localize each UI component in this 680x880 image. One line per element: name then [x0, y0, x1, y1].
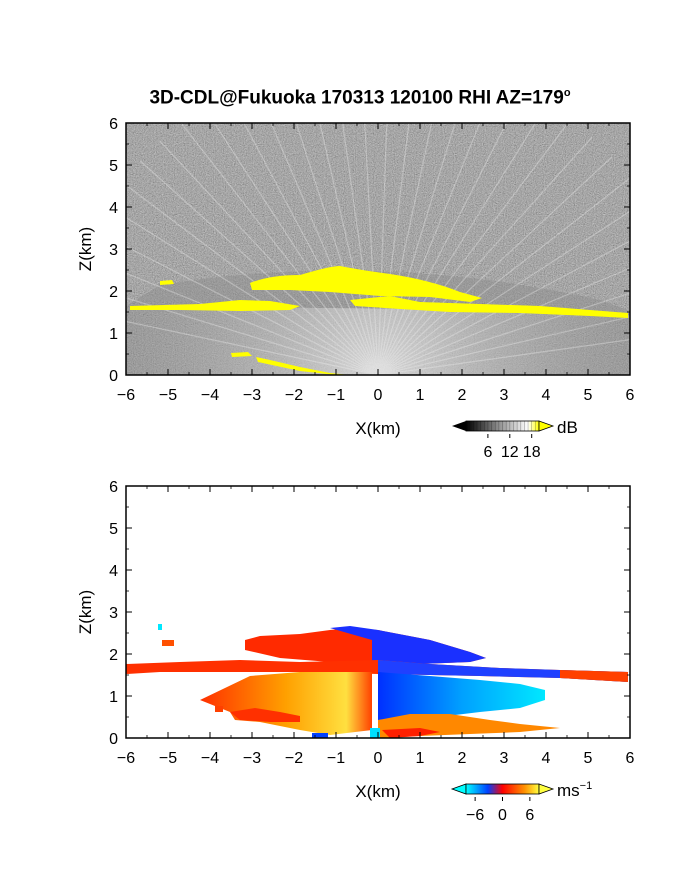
backscatter-x-tick-label: −3 — [243, 387, 261, 404]
doppler-x-tick-label: 0 — [374, 750, 383, 767]
backscatter-y-tick-label: 6 — [109, 116, 118, 133]
doppler-colorbar-tick-label: 6 — [525, 807, 534, 824]
doppler-y-tick-label: 5 — [109, 521, 118, 538]
backscatter-x-tick-label: 2 — [458, 387, 467, 404]
doppler-y-tick-label: 1 — [109, 689, 118, 706]
backscatter-colorbar-tick-label: 12 — [501, 444, 519, 461]
backscatter-colorbar-unit: dB — [557, 418, 578, 437]
doppler-y-tick-label: 3 — [109, 605, 118, 622]
backscatter-y-tick-label: 3 — [109, 242, 118, 259]
backscatter-image — [126, 123, 630, 375]
doppler-x-tick-label: 4 — [542, 750, 551, 767]
doppler-x-tick-label: 2 — [458, 750, 467, 767]
backscatter-x-tick-label: 1 — [416, 387, 425, 404]
doppler-x-label: X(km) — [355, 782, 400, 801]
backscatter-y-tick-label: 5 — [109, 158, 118, 175]
doppler-x-tick-label: −1 — [327, 750, 345, 767]
backscatter-x-tick-label: −1 — [327, 387, 345, 404]
doppler-colorbar-unit: ms−1 — [557, 780, 592, 800]
backscatter-y-label: Z(km) — [76, 227, 95, 271]
doppler-colorbar-tick-label: −6 — [466, 807, 484, 824]
backscatter-x-tick-label: 3 — [500, 387, 509, 404]
doppler-colorbar: ms−1 −6 0 6 — [450, 780, 592, 824]
doppler-y-label: Z(km) — [76, 590, 95, 634]
doppler-image — [126, 486, 630, 738]
doppler-x-tick-label: 1 — [416, 750, 425, 767]
doppler-x-tick-label: −6 — [117, 750, 135, 767]
backscatter-y-tick-label: 1 — [109, 326, 118, 343]
backscatter-x-tick-label: 0 — [374, 387, 383, 404]
backscatter-y-tick-label: 4 — [109, 200, 118, 217]
backscatter-y-axis: 0 1 2 3 4 5 6 — [109, 116, 630, 385]
doppler-x-tick-label: −5 — [159, 750, 177, 767]
backscatter-x-tick-label: 6 — [626, 387, 635, 404]
doppler-x-tick-label: −4 — [201, 750, 219, 767]
doppler-colorbar-tick-label: 0 — [498, 807, 507, 824]
backscatter-x-tick-label: −5 — [159, 387, 177, 404]
doppler-x-axis: −6 −5 −4 −3 −2 −1 0 1 2 3 4 5 6 — [117, 486, 635, 767]
backscatter-y-tick-label: 2 — [109, 284, 118, 301]
backscatter-x-axis: −6 −5 −4 −3 −2 −1 0 1 2 3 4 5 6 — [117, 123, 635, 404]
backscatter-x-tick-label: −4 — [201, 387, 219, 404]
backscatter-colorbar: dB 6 12 18 — [452, 418, 578, 461]
backscatter-x-tick-label: 4 — [542, 387, 551, 404]
doppler-y-tick-label: 6 — [109, 479, 118, 496]
backscatter-colorbar-tick-label: 18 — [523, 444, 541, 461]
doppler-y-tick-label: 0 — [109, 731, 118, 748]
doppler-x-tick-label: 3 — [500, 750, 509, 767]
backscatter-x-label: X(km) — [355, 419, 400, 438]
chart-title: 3D-CDL@Fukuoka 170313 120100 RHI AZ=179o — [149, 87, 571, 109]
backscatter-x-tick-label: −2 — [285, 387, 303, 404]
doppler-y-tick-label: 2 — [109, 647, 118, 664]
doppler-y-tick-label: 4 — [109, 563, 118, 580]
backscatter-y-tick-label: 0 — [109, 368, 118, 385]
doppler-x-tick-label: 6 — [626, 750, 635, 767]
doppler-x-tick-label: −2 — [285, 750, 303, 767]
backscatter-x-tick-label: −6 — [117, 387, 135, 404]
doppler-x-tick-label: −3 — [243, 750, 261, 767]
backscatter-colorbar-tick-label: 6 — [483, 444, 492, 461]
backscatter-x-tick-label: 5 — [584, 387, 593, 404]
doppler-y-axis: 0 1 2 3 4 5 6 — [109, 479, 630, 748]
doppler-x-tick-label: 5 — [584, 750, 593, 767]
